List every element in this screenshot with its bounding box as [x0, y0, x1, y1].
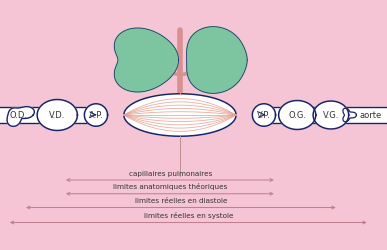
Text: A.P.: A.P.: [89, 110, 103, 120]
Text: aorte: aorte: [360, 110, 382, 120]
Polygon shape: [265, 108, 387, 122]
Text: V.G.: V.G.: [323, 110, 339, 120]
Polygon shape: [313, 101, 349, 129]
Text: limites réelles en diastole: limites réelles en diastole: [135, 198, 228, 204]
Polygon shape: [37, 100, 77, 130]
Polygon shape: [84, 104, 108, 126]
Polygon shape: [279, 100, 316, 130]
Polygon shape: [252, 104, 276, 126]
Polygon shape: [0, 108, 95, 122]
Text: O.D.: O.D.: [10, 110, 27, 120]
Polygon shape: [343, 108, 356, 122]
Polygon shape: [187, 27, 247, 93]
Text: V.P.: V.P.: [257, 110, 271, 120]
Text: V.D.: V.D.: [49, 110, 65, 120]
Text: limites anatomiques théoriques: limites anatomiques théoriques: [113, 184, 228, 190]
Polygon shape: [124, 94, 236, 136]
Text: capillaires pulmonaires: capillaires pulmonaires: [128, 171, 212, 177]
Text: O.G.: O.G.: [288, 110, 306, 120]
Polygon shape: [114, 28, 178, 92]
Polygon shape: [7, 107, 34, 126]
Text: limites réelles en systole: limites réelles en systole: [144, 212, 233, 219]
